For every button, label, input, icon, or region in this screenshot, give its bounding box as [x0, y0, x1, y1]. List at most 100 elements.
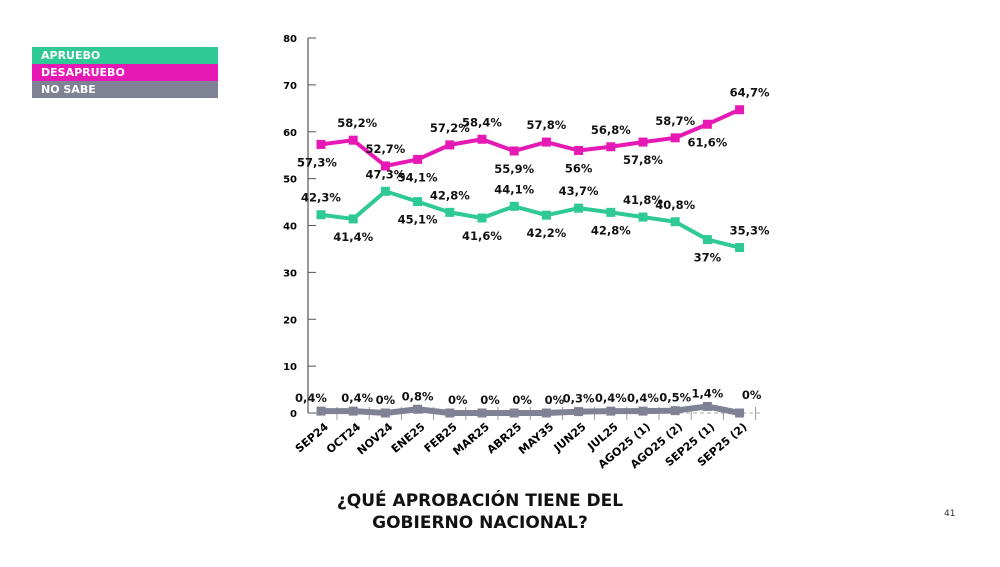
data-label: 42,2% — [526, 226, 566, 240]
data-label: 45,1% — [398, 213, 438, 227]
data-label: 0% — [512, 393, 532, 407]
data-point — [541, 210, 551, 220]
data-label: 57,8% — [623, 153, 663, 167]
legend-no-sabe: NO SABE — [32, 81, 218, 98]
title-line-1: ¿QUÉ APROBACIÓN TIENE DEL — [336, 491, 624, 511]
y-tick-label: 40 — [283, 222, 297, 233]
data-point — [348, 406, 358, 416]
data-point — [413, 197, 423, 207]
x-tick-label: JUN25 — [551, 420, 589, 455]
data-label: 44,1% — [494, 182, 534, 196]
y-tick-label: 20 — [283, 315, 297, 326]
data-label: 57,8% — [526, 118, 566, 132]
data-label: 43,7% — [559, 184, 599, 198]
y-tick-label: 60 — [283, 128, 297, 139]
data-point — [638, 137, 648, 147]
data-label: 41,4% — [333, 230, 373, 244]
data-label: 0,4% — [341, 391, 373, 405]
data-point — [348, 214, 358, 224]
x-tick-label: MAR25 — [450, 420, 491, 458]
data-point — [509, 146, 519, 156]
data-label: 61,6% — [687, 135, 727, 149]
data-label: 0% — [448, 393, 468, 407]
data-point — [541, 408, 551, 418]
legend-desapruebo: DESAPRUEBO — [32, 64, 218, 81]
data-point — [316, 406, 326, 416]
legend-apruebo: APRUEBO — [32, 47, 218, 64]
data-label: 0% — [480, 393, 500, 407]
data-point — [606, 406, 616, 416]
series-line-0 — [320, 189, 741, 250]
data-point — [606, 142, 616, 152]
x-tick-label: MAY35 — [516, 420, 556, 457]
data-point — [574, 407, 584, 417]
data-label: 35,3% — [730, 224, 770, 238]
data-point — [445, 408, 455, 418]
data-label: 0,5% — [659, 391, 691, 405]
y-tick-label: 50 — [283, 175, 297, 186]
data-label: 64,7% — [730, 86, 770, 100]
data-label: 0,4% — [627, 391, 659, 405]
data-point — [380, 161, 390, 171]
series-line-1 — [320, 107, 741, 168]
data-label: 47,3% — [365, 167, 405, 181]
data-point — [477, 134, 487, 144]
page-number: 41 — [944, 509, 956, 519]
data-point — [413, 404, 423, 414]
series-line-2 — [321, 403, 741, 416]
data-point — [702, 401, 712, 411]
data-point — [735, 105, 745, 115]
data-point — [316, 210, 326, 220]
data-point — [574, 146, 584, 155]
chart-title: ¿QUÉ APROBACIÓN TIENE DEL GOBIERNO NACION… — [300, 490, 660, 534]
data-point — [348, 135, 358, 145]
data-label: 40,8% — [655, 198, 695, 212]
data-point — [445, 140, 455, 150]
data-point — [574, 203, 584, 213]
legend: APRUEBO DESAPRUEBO NO SABE — [32, 47, 218, 98]
data-label: 1,4% — [691, 386, 723, 400]
data-point — [316, 139, 326, 149]
data-point — [735, 243, 745, 253]
data-point — [380, 408, 390, 418]
data-label: 41,6% — [462, 229, 502, 243]
data-point — [670, 133, 680, 143]
x-tick-label: SEP24 — [293, 420, 331, 455]
data-label: 52,7% — [365, 142, 405, 156]
y-tick-label: 10 — [283, 362, 297, 373]
data-label: 0,8% — [402, 389, 434, 403]
y-tick-label: 70 — [283, 81, 297, 92]
data-label: 42,3% — [301, 191, 341, 205]
data-label: 0% — [545, 393, 565, 407]
data-label: 58,2% — [337, 116, 377, 130]
data-label: 0,4% — [595, 391, 627, 405]
data-label: 0% — [376, 393, 396, 407]
data-point — [477, 213, 487, 223]
data-label: 56% — [565, 162, 593, 176]
data-label: 42,8% — [591, 223, 631, 237]
data-label: 57,3% — [297, 155, 337, 169]
y-tick-label: 30 — [283, 268, 297, 279]
data-point — [477, 408, 487, 418]
data-label: 42,8% — [430, 188, 470, 202]
data-point — [606, 207, 616, 217]
data-point — [702, 235, 712, 245]
data-label: 37% — [694, 251, 722, 265]
data-label: 0,3% — [563, 392, 595, 406]
data-point — [670, 406, 680, 416]
data-point — [380, 186, 390, 196]
data-point — [638, 212, 648, 222]
data-label: 57,2% — [430, 121, 470, 135]
data-point — [413, 154, 423, 164]
data-point — [541, 137, 551, 147]
data-point — [670, 217, 680, 227]
x-tick-label: ENE25 — [389, 420, 428, 455]
y-tick-label: 0 — [290, 409, 297, 420]
data-label: 41,8% — [623, 193, 663, 207]
data-label: 58,4% — [462, 115, 502, 129]
data-label: 54,1% — [398, 170, 438, 184]
title-line-2: GOBIERNO NACIONAL? — [372, 513, 588, 533]
data-point — [702, 119, 712, 129]
data-label: 58,7% — [655, 114, 695, 128]
